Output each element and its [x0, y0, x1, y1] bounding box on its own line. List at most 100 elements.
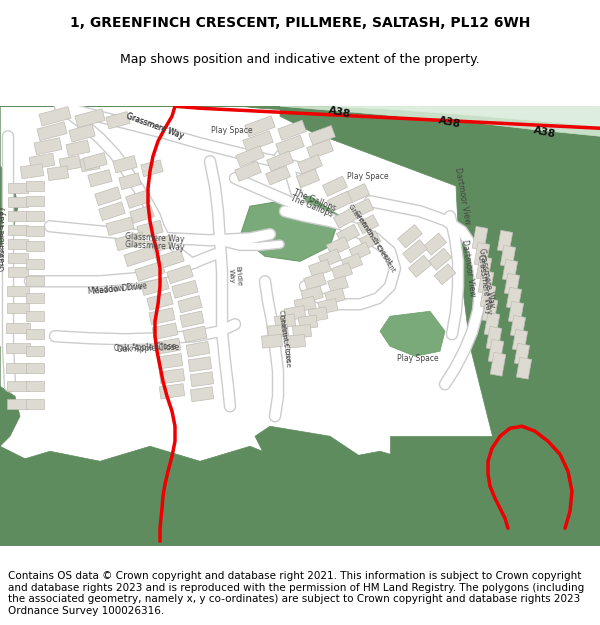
Bar	[322, 176, 347, 196]
Bar	[119, 173, 141, 189]
Bar	[245, 116, 275, 137]
Bar	[424, 233, 446, 255]
Text: Oak Apple Close: Oak Apple Close	[116, 342, 179, 354]
Polygon shape	[0, 346, 20, 446]
Bar	[167, 265, 193, 284]
Bar	[236, 146, 265, 167]
Polygon shape	[455, 106, 600, 546]
Bar	[502, 259, 518, 281]
Bar	[266, 166, 290, 185]
Polygon shape	[0, 106, 18, 246]
Bar	[152, 323, 178, 339]
Bar	[341, 253, 362, 271]
Bar	[350, 199, 374, 218]
Text: Greenfinch Crescent: Greenfinch Crescent	[353, 209, 397, 273]
Bar	[334, 208, 356, 228]
Bar	[180, 311, 204, 328]
Bar	[69, 124, 95, 142]
Bar	[474, 242, 490, 266]
Bar	[135, 261, 165, 281]
Bar	[488, 339, 504, 363]
Polygon shape	[235, 471, 350, 526]
Bar	[484, 312, 500, 336]
Bar	[26, 211, 44, 221]
Bar	[113, 156, 137, 173]
Bar	[26, 226, 44, 236]
Bar	[190, 387, 214, 402]
Text: Play Space: Play Space	[347, 172, 389, 181]
Bar	[190, 372, 214, 387]
Bar	[183, 326, 207, 342]
Bar	[497, 231, 512, 252]
Text: Grassmere Way: Grassmere Way	[125, 112, 185, 141]
Polygon shape	[0, 446, 600, 546]
Text: Dartmoor View: Dartmoor View	[452, 167, 472, 226]
Bar	[482, 298, 498, 322]
Bar	[7, 286, 29, 296]
Bar	[293, 324, 311, 338]
Text: Grassmere Way: Grassmere Way	[0, 211, 8, 271]
Bar	[6, 363, 30, 373]
Bar	[6, 323, 30, 333]
Bar	[262, 334, 283, 348]
Bar	[266, 151, 293, 171]
Bar	[512, 329, 527, 351]
Bar	[26, 259, 44, 269]
Polygon shape	[280, 106, 600, 176]
Bar	[26, 399, 44, 409]
Text: 1, GREENFINCH CRESCENT, PILLMERE, SALTASH, PL12 6WH: 1, GREENFINCH CRESCENT, PILLMERE, SALTAS…	[70, 16, 530, 30]
Polygon shape	[380, 311, 445, 356]
Bar	[307, 139, 334, 159]
Bar	[137, 221, 163, 238]
Text: Grassmere Way: Grassmere Way	[478, 248, 497, 309]
Bar	[8, 211, 28, 221]
Bar	[26, 196, 44, 206]
Text: Map shows position and indicative extent of the property.: Map shows position and indicative extent…	[120, 53, 480, 66]
Bar	[26, 311, 44, 321]
Text: Glassmere Way: Glassmere Way	[125, 240, 185, 252]
Bar	[156, 249, 184, 269]
Bar	[26, 346, 44, 356]
Bar	[235, 161, 262, 181]
Bar	[8, 183, 28, 193]
Bar	[75, 109, 105, 127]
Bar	[301, 286, 323, 302]
Polygon shape	[0, 106, 600, 156]
Bar	[157, 354, 183, 369]
Text: Meadow Drive: Meadow Drive	[88, 282, 143, 296]
Bar	[480, 284, 496, 308]
Bar	[319, 249, 341, 268]
Bar	[26, 276, 44, 286]
Text: The Gallops: The Gallops	[289, 194, 335, 219]
Bar	[357, 215, 379, 234]
Bar	[34, 138, 62, 155]
Bar	[26, 181, 44, 191]
Bar	[359, 231, 381, 250]
Bar	[186, 341, 210, 357]
Bar	[294, 296, 316, 312]
Bar	[308, 307, 328, 322]
Bar	[124, 246, 156, 267]
Bar	[328, 191, 353, 211]
Bar	[296, 169, 320, 187]
Bar	[326, 237, 350, 256]
Text: Play Space: Play Space	[211, 126, 253, 135]
Text: A38: A38	[438, 115, 462, 129]
Bar	[6, 343, 30, 353]
Bar	[500, 246, 515, 267]
Bar	[349, 242, 371, 261]
Bar	[147, 236, 173, 253]
Polygon shape	[280, 106, 600, 136]
Bar	[403, 239, 427, 263]
Bar	[80, 157, 100, 172]
Bar	[331, 262, 353, 280]
Bar	[325, 288, 345, 304]
Text: Grassmere Way: Grassmere Way	[125, 112, 185, 141]
Bar	[514, 343, 530, 365]
Bar	[278, 120, 306, 141]
Bar	[178, 296, 202, 313]
Bar	[346, 184, 370, 203]
Bar	[130, 205, 154, 223]
Bar	[125, 190, 151, 208]
Bar	[188, 357, 212, 372]
